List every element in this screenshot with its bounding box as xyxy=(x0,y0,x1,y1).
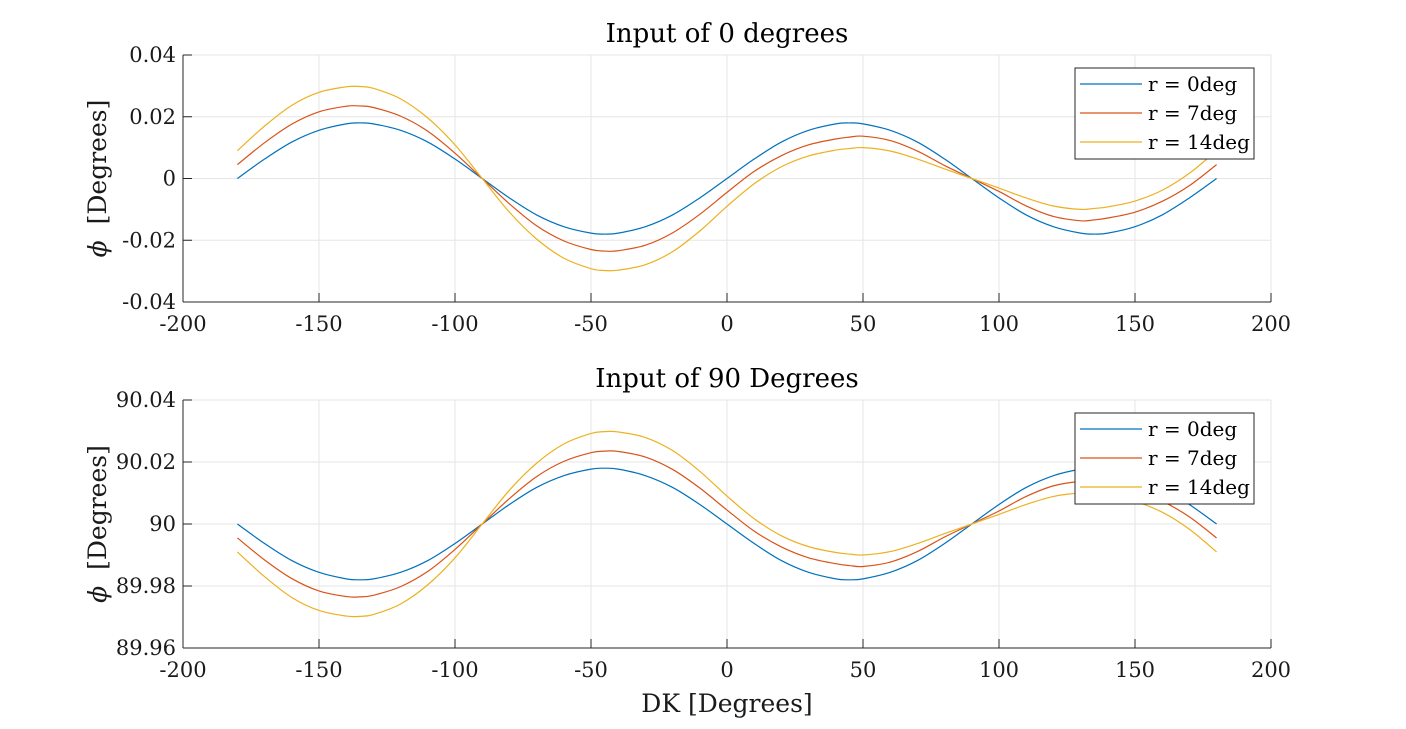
y-tick-label: -0.02 xyxy=(122,228,176,252)
legend-item: r = 14deg xyxy=(1080,130,1250,154)
x-tick-label: -50 xyxy=(574,312,608,336)
legend-label: r = 14deg xyxy=(1148,130,1250,154)
legend-item: r = 0deg xyxy=(1080,72,1237,96)
x-tick-label: 150 xyxy=(1115,658,1155,682)
y-axis-label: ϕ [Degrees] xyxy=(83,445,112,603)
legend-item: r = 7deg xyxy=(1080,101,1237,125)
x-tick-label: 100 xyxy=(979,312,1019,336)
x-tick-label: -200 xyxy=(159,312,206,336)
legend-item: r = 7deg xyxy=(1080,446,1237,470)
y-tick-label: 0.02 xyxy=(129,105,176,129)
y-axis-label-text: [Degrees] xyxy=(83,445,112,570)
series-line xyxy=(236,430,1217,618)
legend-item: r = 0deg xyxy=(1080,417,1237,441)
y-tick-label: 90 xyxy=(149,512,176,536)
legend-item: r = 14deg xyxy=(1080,475,1250,499)
legend: r = 0deg r = 7deg r = 14deg xyxy=(1074,412,1255,505)
y-axis-symbol: ϕ xyxy=(83,586,112,603)
legend: r = 0deg r = 7deg r = 14deg xyxy=(1074,67,1255,160)
series-line xyxy=(237,467,1217,581)
x-tick-label: 200 xyxy=(1251,658,1291,682)
x-tick-label: 0 xyxy=(720,312,733,336)
y-axis-label: ϕ [Degrees] xyxy=(83,100,112,258)
legend-label: r = 0deg xyxy=(1148,72,1237,96)
y-tick-labels: -0.04 -0.02 0 0.02 0.04 xyxy=(122,43,176,314)
x-tick-label: 100 xyxy=(979,658,1019,682)
y-tick-labels: 89.96 89.98 90 90.02 90.04 xyxy=(116,388,176,660)
series-line xyxy=(237,105,1217,252)
axes xyxy=(182,399,1272,649)
y-tick-label: -0.04 xyxy=(122,290,176,314)
x-tick-label: -100 xyxy=(431,312,478,336)
x-tick-label: 50 xyxy=(850,312,877,336)
y-tick-label: 90.04 xyxy=(116,388,176,412)
x-tick-label: 50 xyxy=(850,658,877,682)
x-axis-label: DK [Degrees] xyxy=(641,689,812,718)
x-tick-labels: -200 -150 -100 -50 0 50 100 150 200 xyxy=(159,312,1291,336)
legend-label: r = 14deg xyxy=(1148,475,1250,499)
legend-label: r = 7deg xyxy=(1148,446,1237,470)
y-tick-label: 0.04 xyxy=(129,43,176,67)
y-axis-symbol: ϕ xyxy=(83,240,112,257)
axes xyxy=(182,54,1272,303)
series-line xyxy=(237,122,1217,235)
series-lines xyxy=(236,430,1217,618)
legend-label: r = 0deg xyxy=(1148,417,1237,441)
series-line xyxy=(237,450,1217,598)
chart-title: Input of 90 Degrees xyxy=(595,364,858,394)
y-tick-label: 89.98 xyxy=(116,574,176,598)
y-tick-label: 90.02 xyxy=(116,450,176,474)
y-axis-label-text: [Degrees] xyxy=(83,100,112,225)
subplot-top: -200 -150 -100 -50 0 50 100 150 200 -0.04 -0.02 0 0… xyxy=(83,19,1291,336)
series-lines xyxy=(236,85,1217,272)
chart-title: Input of 0 degrees xyxy=(606,19,849,49)
y-tick-label: 0 xyxy=(163,167,176,191)
x-tick-label: -150 xyxy=(295,312,342,336)
legend-label: r = 7deg xyxy=(1148,101,1237,125)
x-tick-label: -100 xyxy=(431,658,478,682)
y-tick-label: 89.96 xyxy=(116,636,176,660)
x-tick-label: -50 xyxy=(574,658,608,682)
x-tick-label: 150 xyxy=(1115,312,1155,336)
x-tick-label: 200 xyxy=(1251,312,1291,336)
x-tick-label: -200 xyxy=(159,658,206,682)
x-tick-labels: -200 -150 -100 -50 0 50 100 150 200 xyxy=(159,658,1291,682)
subplot-bottom: -200 -150 -100 -50 0 50 100 150 200 89.96 89.98 90… xyxy=(83,364,1291,718)
series-line xyxy=(236,85,1217,272)
x-tick-label: -150 xyxy=(295,658,342,682)
x-tick-label: 0 xyxy=(720,658,733,682)
